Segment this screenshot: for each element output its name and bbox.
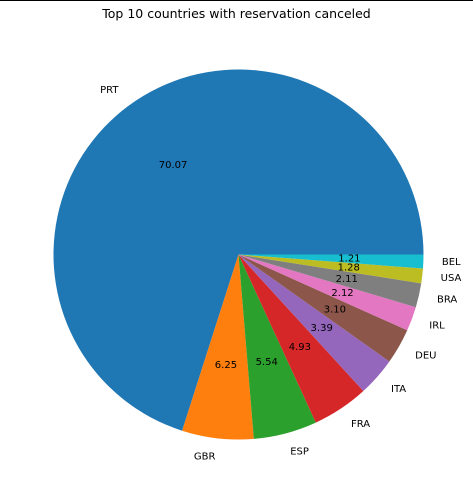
slice-label-bra: BRA <box>437 294 457 305</box>
pct-label-esp: 5.54 <box>256 357 278 368</box>
top-border <box>0 0 473 1</box>
pie-slice-fra <box>238 254 364 423</box>
pct-label-prt: 70.07 <box>159 160 188 171</box>
slice-label-gbr: GBR <box>194 452 216 463</box>
pct-label-irl: 2.12 <box>331 288 353 299</box>
pct-label-fra: 4.93 <box>289 342 311 353</box>
pie-slice-prt <box>53 69 424 431</box>
pie-slice-esp <box>238 254 316 439</box>
pie-slice-bel <box>238 254 424 269</box>
pie-slice-gbr <box>182 254 254 440</box>
pie-slice-bra <box>238 254 422 308</box>
chart-title: Top 10 countries with reservation cancel… <box>102 6 371 21</box>
slice-label-irl: IRL <box>429 320 445 331</box>
pie-slice-ita <box>238 254 390 392</box>
pct-label-bel: 1.21 <box>338 254 360 265</box>
slice-label-esp: ESP <box>290 446 309 457</box>
slice-label-ita: ITA <box>391 384 406 395</box>
pie-slice-usa <box>238 254 423 284</box>
pie-slice-deu <box>238 254 408 362</box>
pie-slice-irl <box>238 254 416 331</box>
slice-label-deu: DEU <box>415 351 436 362</box>
slice-label-bel: BEL <box>442 257 461 268</box>
pct-label-gbr: 6.25 <box>215 360 237 371</box>
slice-label-usa: USA <box>441 273 462 284</box>
slice-label-prt: PRT <box>100 85 119 96</box>
pct-label-bra: 2.11 <box>336 274 358 285</box>
slice-label-fra: FRA <box>351 419 370 430</box>
pct-label-ita: 3.39 <box>311 323 333 334</box>
pct-label-usa: 1.28 <box>338 262 360 273</box>
pct-label-deu: 3.10 <box>324 305 346 316</box>
